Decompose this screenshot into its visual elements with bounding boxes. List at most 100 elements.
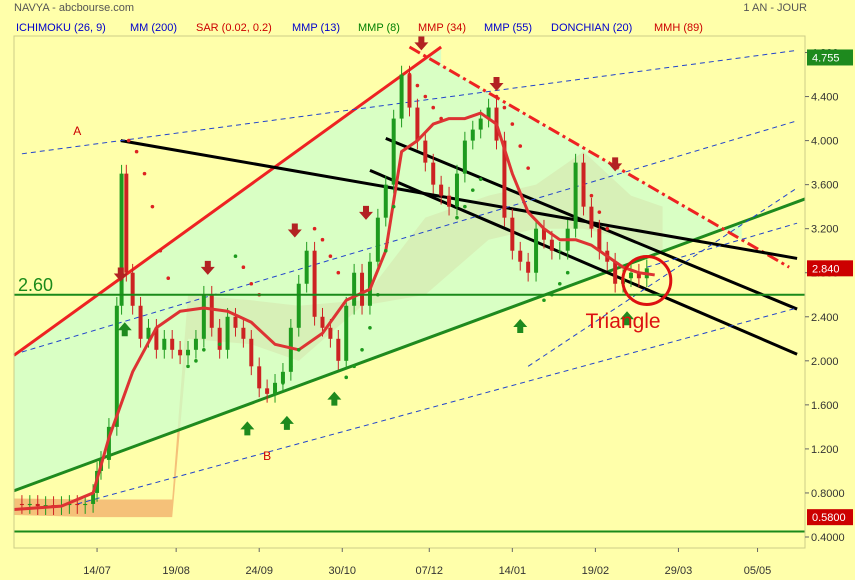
sar-dot	[166, 276, 171, 281]
sar-dot	[502, 105, 507, 110]
sar-dot	[542, 298, 546, 303]
candle-body	[470, 129, 475, 141]
sar-dot	[289, 364, 293, 369]
candle-body	[288, 327, 293, 372]
resistance-line	[13, 45, 443, 357]
candle-body	[67, 503, 72, 506]
candle-body	[201, 294, 206, 339]
candle-body	[119, 173, 124, 306]
candle-body	[304, 250, 309, 284]
price-tag	[807, 260, 853, 277]
candle-body	[186, 349, 191, 356]
candle-body	[296, 283, 301, 328]
sar-dot	[233, 254, 238, 259]
y-tick-label: 3.600	[811, 180, 839, 192]
candle-body	[328, 327, 333, 339]
candle-body	[91, 492, 96, 504]
price-tag	[807, 509, 853, 526]
indicator-mmp34[interactable]: MMP (34)	[418, 22, 467, 34]
candle-body	[130, 272, 135, 306]
candle-body	[75, 503, 80, 506]
sar-dot	[368, 325, 372, 330]
sar-dot	[150, 204, 155, 209]
candle-body	[265, 388, 270, 394]
down-arrow-icon	[358, 205, 373, 220]
y-tick-label: 2.000	[811, 356, 839, 368]
indicator-mm200[interactable]: MM (200)	[130, 22, 178, 34]
candle-body	[360, 272, 365, 306]
indicator-mmp8[interactable]: MMP (8)	[358, 22, 400, 34]
sar-dot	[360, 348, 364, 352]
indicator-mmh89[interactable]: MMH (89)	[654, 22, 703, 34]
candle-body	[35, 503, 40, 507]
sar-dot	[510, 122, 515, 126]
candle-body	[27, 503, 32, 506]
sar-dot	[352, 364, 356, 369]
up-arrow-icon	[240, 421, 255, 436]
candle-body	[518, 250, 523, 262]
candle-body	[124, 173, 129, 273]
x-tick-label: 24/09	[245, 565, 273, 577]
sar-dot	[565, 270, 570, 275]
y-tick-label: 0.8000	[811, 488, 845, 500]
sar-dot	[605, 226, 610, 231]
chart-source-label: NAVYA - abcbourse.com	[14, 2, 135, 14]
down-arrow-icon	[608, 157, 623, 172]
candle-body	[415, 107, 420, 141]
sar-dot	[328, 254, 333, 259]
indicator-mmp13[interactable]: MMP (13)	[292, 22, 341, 34]
candle-body	[375, 217, 380, 262]
y-tick-label: 1.200	[811, 444, 839, 456]
sar-dot	[217, 342, 222, 347]
candle-body	[178, 349, 183, 356]
sar-dot	[431, 105, 436, 110]
up-arrow-icon	[620, 311, 635, 326]
candle-body	[447, 195, 452, 207]
candle-body	[391, 118, 396, 185]
support-line	[13, 197, 806, 493]
candle-body	[154, 327, 159, 350]
indicator-donchian[interactable]: DONCHIAN (20)	[551, 22, 633, 34]
sar-dot	[526, 166, 530, 170]
x-tick-label: 19/02	[582, 565, 610, 577]
candle-body	[399, 74, 404, 119]
sar-dot	[455, 215, 459, 220]
up-arrow-icon	[279, 415, 294, 430]
sar-dot	[320, 237, 325, 242]
down-arrow-icon	[414, 36, 429, 51]
candle-body	[454, 173, 459, 207]
mmh-curve	[13, 111, 655, 511]
point-annotation: A	[73, 124, 81, 138]
indicator-mmp55[interactable]: MMP (55)	[484, 22, 533, 34]
sar-dot	[312, 226, 317, 231]
up-arrow-icon	[327, 391, 342, 406]
up-arrow-icon	[513, 318, 528, 333]
candle-body	[352, 272, 357, 306]
sar-dot	[126, 138, 131, 143]
candle-body	[280, 371, 285, 383]
x-tick-label: 14/01	[499, 565, 527, 577]
sar-dot	[344, 375, 349, 380]
candle-body	[83, 503, 88, 506]
candle-body	[557, 250, 562, 252]
candle-body	[534, 228, 539, 273]
candle-body	[367, 261, 372, 306]
candle-body	[486, 107, 491, 119]
sar-dot	[391, 204, 396, 209]
sar-dot	[296, 348, 301, 352]
indicator-sar[interactable]: SAR (0.02, 0.2)	[196, 22, 272, 34]
candle-body	[138, 305, 143, 339]
candle-body	[628, 272, 633, 279]
candle-body	[478, 118, 483, 130]
candle-body	[233, 316, 238, 328]
candle-body	[146, 327, 151, 339]
candle-body	[407, 74, 412, 108]
y-tick-label: 1.600	[811, 400, 839, 412]
candle-body	[510, 217, 515, 251]
indicator-ichimoku[interactable]: ICHIMOKU (26, 9)	[16, 22, 106, 34]
candle-body	[423, 140, 428, 163]
candle-body	[502, 140, 507, 218]
sar-dot	[249, 281, 254, 286]
x-tick-label: 19/08	[162, 565, 190, 577]
candle-body	[225, 316, 230, 350]
